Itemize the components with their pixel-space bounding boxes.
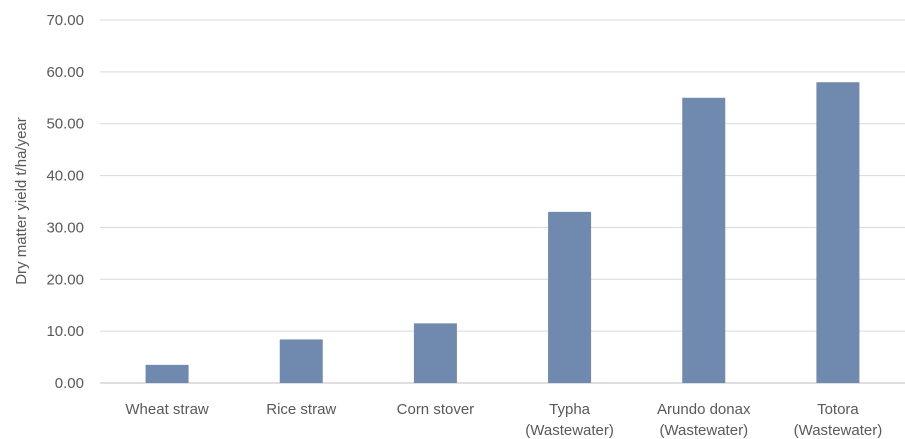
y-tick-label: 40.00: [46, 168, 84, 185]
x-category-label-line: Typha: [549, 401, 591, 418]
x-category-label: Typha (Wastewater): [525, 401, 614, 439]
bar: [816, 82, 860, 383]
y-tick-label: 20.00: [46, 271, 84, 288]
x-category-label: Wheat straw: [125, 401, 209, 418]
y-tick-label: 70.00: [46, 12, 84, 29]
x-category-label-line: (Wastewater): [659, 422, 748, 439]
y-axis-ticks: 0.00 10.00 20.00 30.00 40.00 50.00 60.00 70.00: [46, 12, 84, 392]
x-category-label-line: (Wastewater): [525, 422, 614, 439]
x-category-label-line: (Wastewater): [794, 422, 883, 439]
bar: [413, 323, 457, 383]
x-category-label: Totora (Wastewater): [794, 401, 883, 439]
y-tick-label: 10.00: [46, 323, 84, 340]
bar: [548, 211, 592, 383]
y-tick-label: 60.00: [46, 64, 84, 81]
bars: [145, 82, 860, 384]
gridlines: [100, 19, 905, 384]
x-category-label-line: Corn stover: [397, 401, 475, 418]
y-tick-label: 30.00: [46, 219, 84, 236]
y-tick-label: 0.00: [55, 375, 84, 392]
x-category-label-line: Wheat straw: [125, 401, 209, 418]
x-category-label-line: Rice straw: [266, 401, 336, 418]
x-category-label: Corn stover: [397, 401, 475, 418]
bar: [682, 97, 726, 384]
x-category-label: Rice straw: [266, 401, 336, 418]
y-tick-label: 50.00: [46, 116, 84, 133]
x-category-label-line: Totora: [817, 401, 859, 418]
x-category-label: Arundo donax (Wastewater): [657, 401, 751, 439]
x-category-label-line: Arundo donax: [657, 401, 751, 418]
bar: [279, 339, 323, 383]
bar: [145, 364, 189, 383]
y-axis-title: Dry matter yield t/ha/year: [13, 117, 30, 285]
x-axis-categories: Wheat straw Rice straw Corn stover Typha (Wa…: [125, 401, 882, 439]
